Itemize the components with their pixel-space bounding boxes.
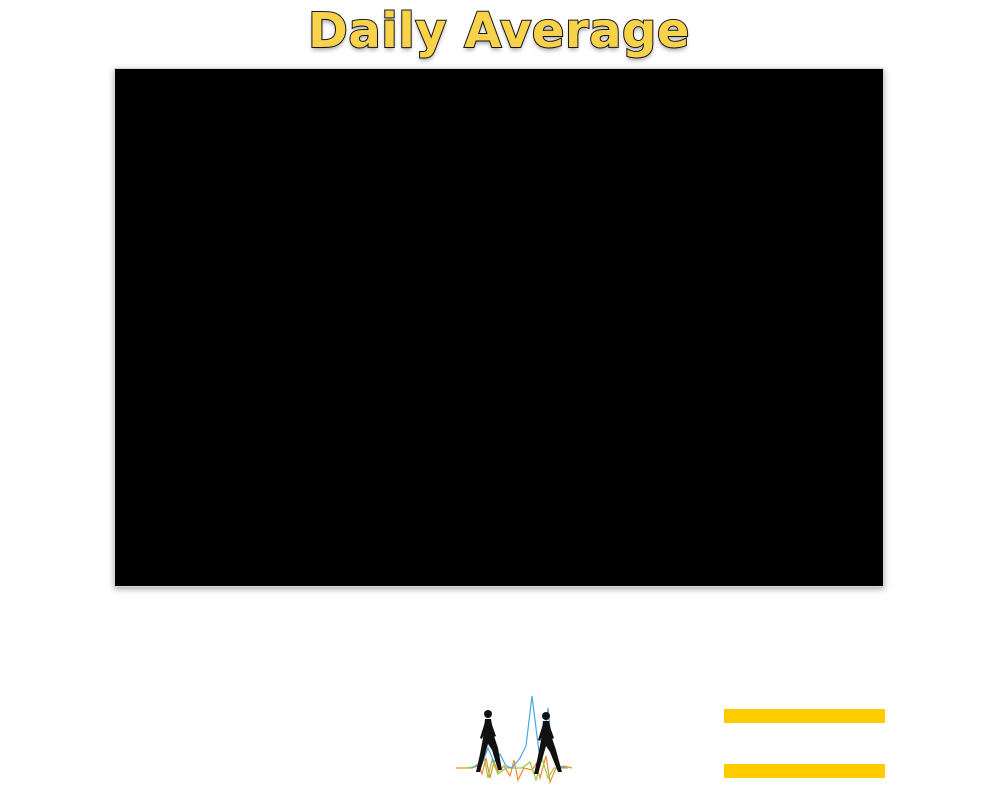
video-player[interactable] [114, 68, 884, 587]
page-title: Daily Average [307, 2, 690, 60]
menu-bar-top[interactable] [724, 709, 885, 723]
walking-figures-waveform-icon [456, 695, 573, 785]
menu-bar-bottom[interactable] [724, 764, 885, 778]
